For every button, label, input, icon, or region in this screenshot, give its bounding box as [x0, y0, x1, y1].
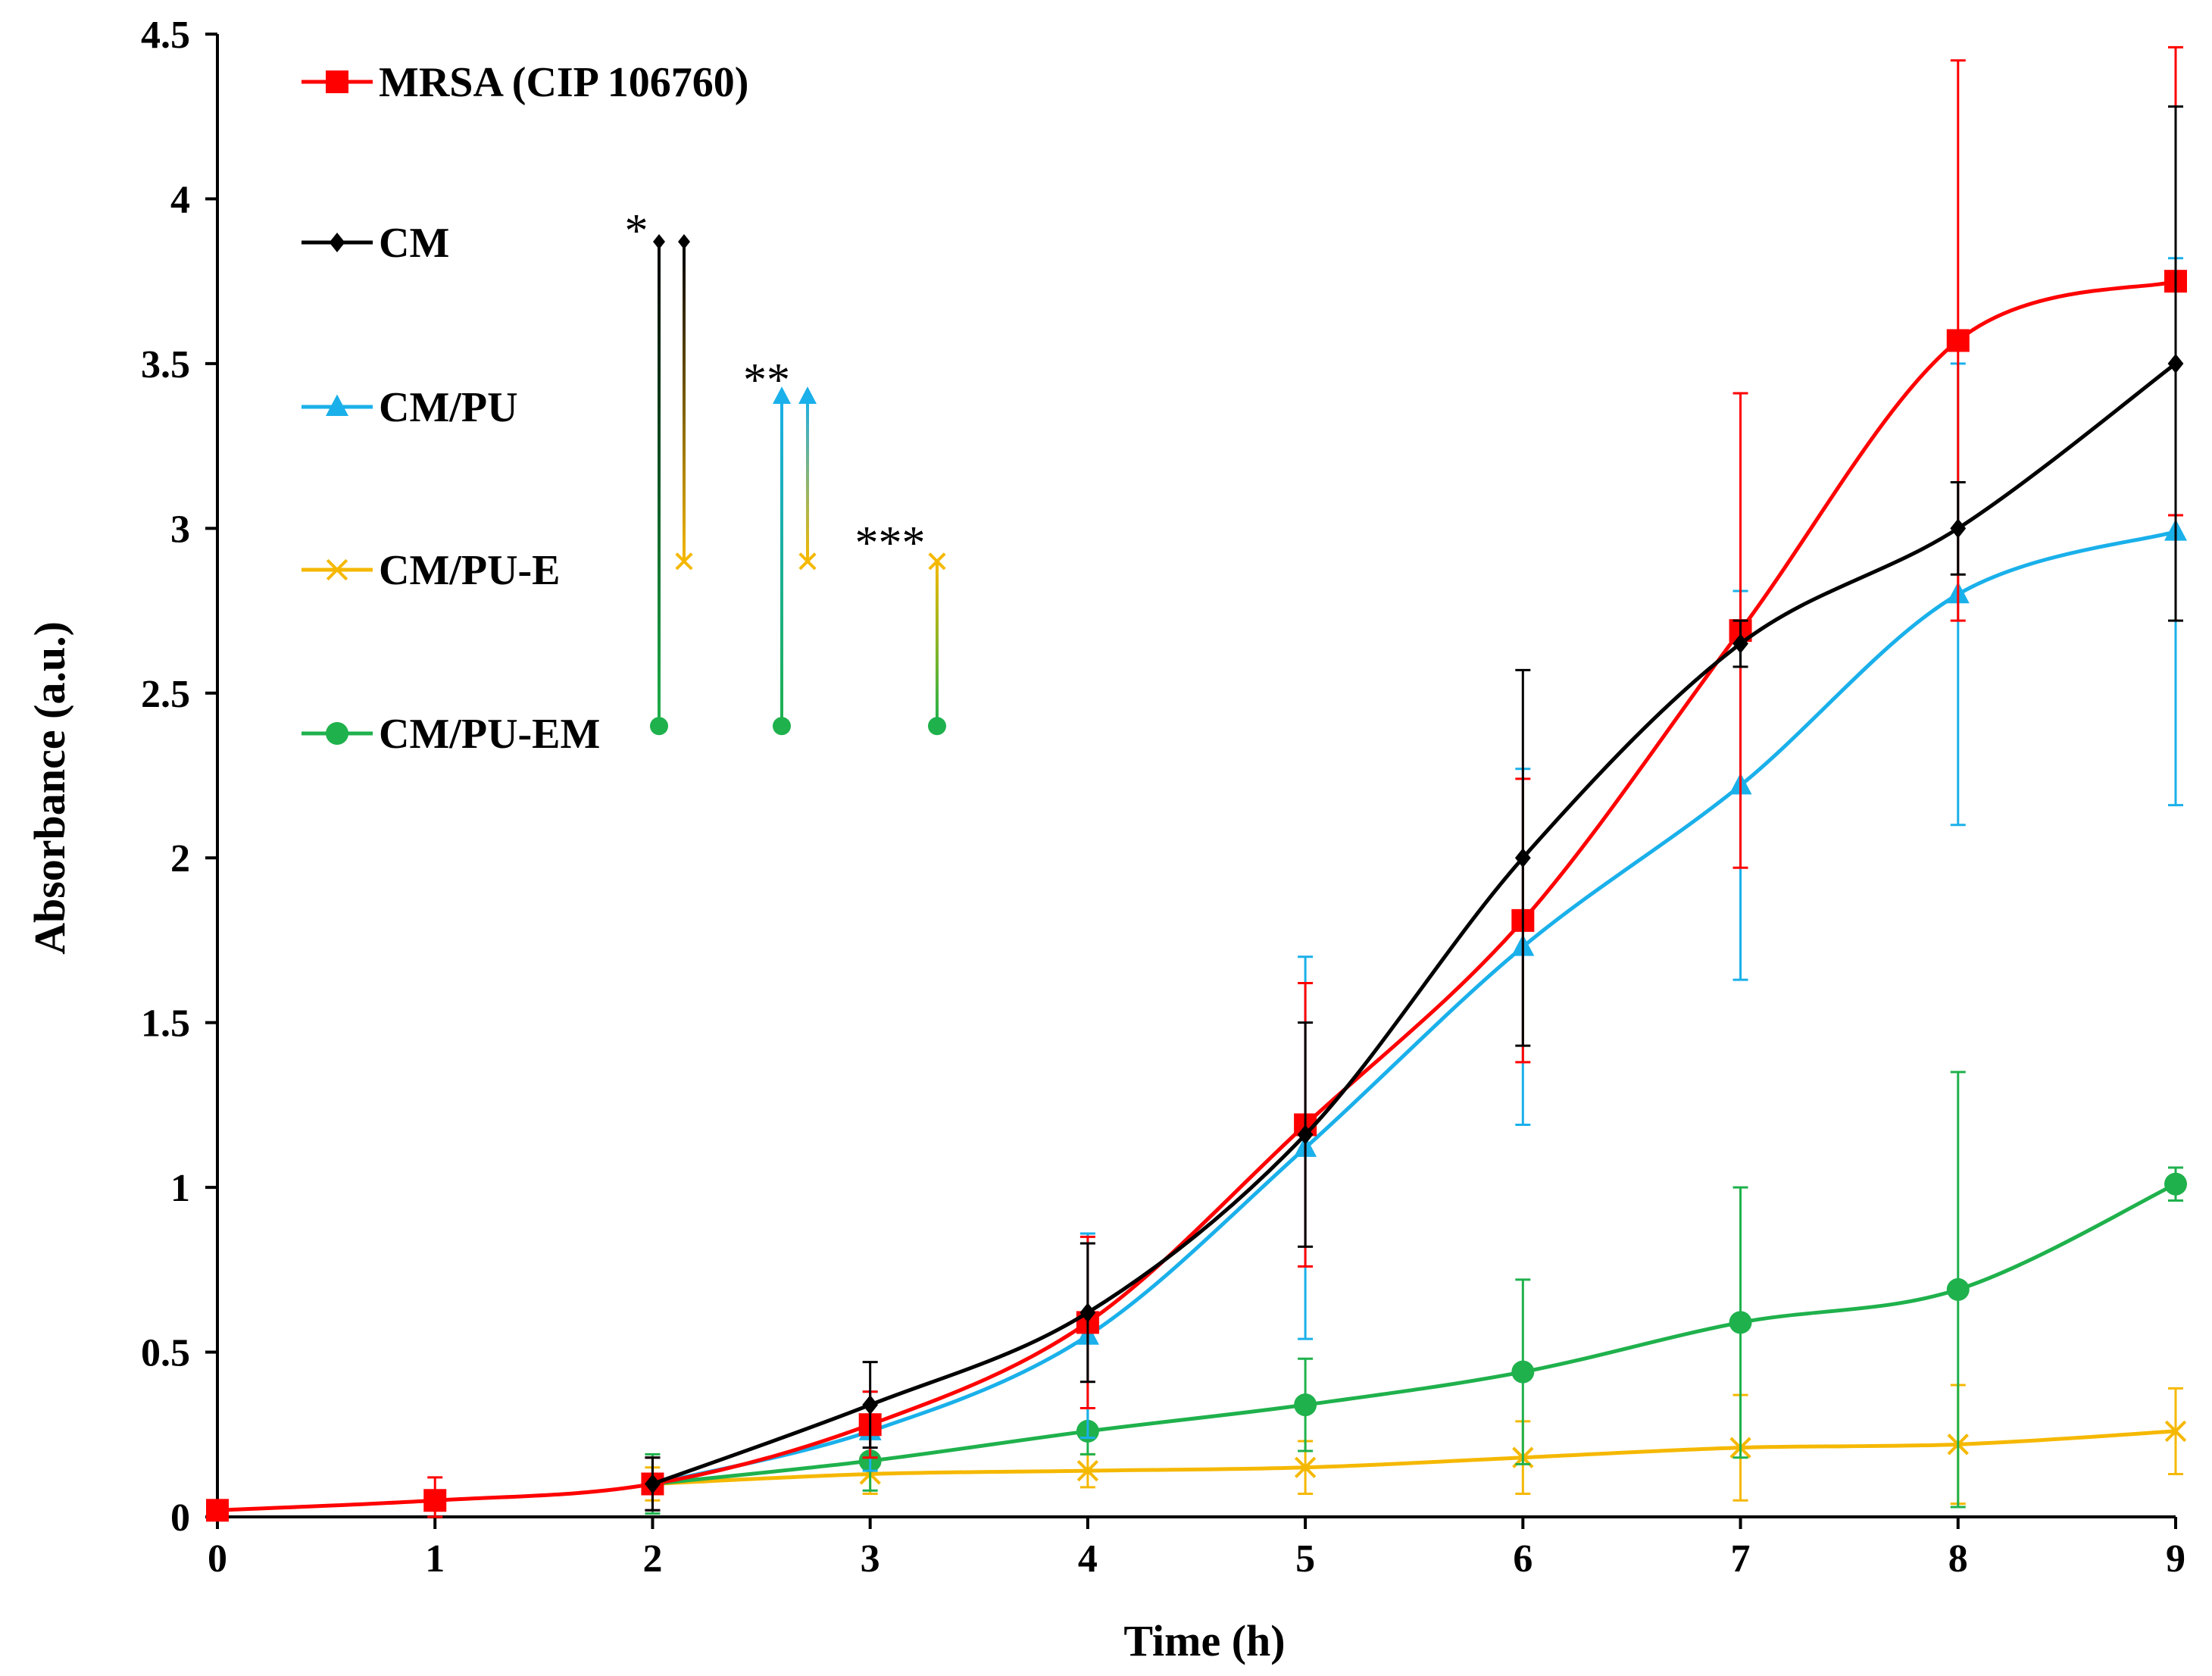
x-tick-label: 3: [861, 1537, 880, 1581]
legend-label: CM/PU-EM: [379, 711, 600, 758]
significance-marker-top: [653, 233, 665, 249]
x-tick-label: 5: [1295, 1537, 1315, 1581]
significance-annotations: ******: [625, 205, 946, 736]
y-tick-label: 2: [170, 837, 190, 880]
x-tick-label: 9: [2166, 1537, 2185, 1581]
significance-marker-top: [928, 552, 946, 571]
series-line: [652, 1182, 2177, 1486]
data-point: [1946, 329, 1970, 352]
legend-entry-cm-pu-e: CM/PU-E: [301, 547, 561, 594]
significance-marker-top: [798, 386, 817, 404]
significance-group: **: [743, 355, 817, 736]
x-tick-label: 4: [1078, 1537, 1098, 1581]
data-point: [1297, 1124, 1314, 1145]
data-point: [2164, 1420, 2187, 1443]
significance-marker-top: [678, 233, 690, 249]
legend-swatch-marker: [326, 394, 348, 416]
x-tick-label: 0: [208, 1537, 227, 1581]
significance-label: *: [625, 205, 648, 257]
significance-line: [780, 396, 783, 727]
y-axis-title: Absorbance (a.u.): [25, 621, 74, 955]
data-point: [1729, 1311, 1752, 1334]
data-point: [2164, 1172, 2187, 1196]
series-line: [651, 530, 2176, 1486]
significance-marker-top: [773, 386, 791, 404]
y-tick-label: 0.5: [141, 1332, 190, 1375]
legend-label: CM: [379, 220, 449, 267]
data-point: [1950, 518, 1967, 539]
data-point: [1079, 1302, 1096, 1323]
significance-marker-bottom: [675, 552, 693, 571]
series-line: [651, 361, 2177, 1486]
significance-line: [683, 241, 686, 561]
y-tick-label: 1: [170, 1167, 190, 1210]
y-tick-label: 3.5: [141, 343, 190, 386]
significance-marker-bottom: [928, 717, 946, 736]
x-tick-label: 7: [1731, 1537, 1751, 1581]
legend-entry-cm-pu: CM/PU: [301, 384, 518, 431]
legend-entry-cm: CM: [301, 220, 449, 267]
legend-swatch-marker: [329, 233, 345, 252]
series-cm: [645, 105, 2184, 1512]
data-point: [1294, 1456, 1317, 1478]
significance-line: [806, 396, 809, 561]
data-point: [1076, 1459, 1099, 1482]
significance-marker-bottom: [773, 717, 791, 736]
y-tick-label: 0: [170, 1496, 190, 1540]
y-tick-label: 4.5: [141, 14, 190, 57]
y-tick-label: 2.5: [141, 673, 190, 716]
series-line: [217, 279, 2176, 1512]
legend-swatch-marker: [326, 70, 348, 93]
legend-label: MRSA (CIP 106760): [379, 59, 748, 106]
data-point: [1732, 633, 1748, 654]
data-point: [206, 1499, 229, 1522]
data-point: [645, 1474, 661, 1494]
y-tick-label: 1.5: [141, 1002, 190, 1046]
x-axis-title: Time (h): [1123, 1616, 1285, 1665]
series-cm-pu: [641, 257, 2187, 1512]
significance-line: [936, 561, 939, 727]
legend-swatch-marker: [326, 722, 348, 745]
series-cm-pu-em: [641, 1071, 2187, 1515]
legend-entry-cm-pu-em: CM/PU-EM: [301, 711, 600, 758]
significance-label: ***: [855, 517, 926, 569]
data-point: [2167, 353, 2184, 374]
x-ticks: 0 1 2 3 4 5 6 7 8 9: [208, 1517, 2185, 1581]
data-point: [862, 1395, 879, 1415]
x-tick-label: 2: [642, 1537, 662, 1581]
x-tick-label: 6: [1513, 1537, 1532, 1581]
significance-group: ***: [855, 517, 946, 736]
y-tick-label: 3: [170, 508, 190, 551]
data-point: [1946, 1277, 1970, 1301]
series-mrsa-cip-106760: [206, 45, 2187, 1522]
y-ticks: 0 0.5 1 1.5 2 2.5 3 3.5 4 4.5: [141, 14, 217, 1540]
x-tick-label: 8: [1948, 1537, 1968, 1581]
legend-label: CM/PU-E: [379, 547, 561, 594]
significance-line: [658, 241, 661, 727]
significance-group: *: [625, 205, 693, 736]
data-point: [1514, 848, 1531, 868]
y-tick-label: 4: [170, 178, 190, 221]
legend-swatch-marker: [326, 558, 348, 581]
data-point: [1511, 1360, 1535, 1384]
legend: MRSA (CIP 106760) CM CM/PU CM/PU-E CM/PU-EM: [301, 59, 748, 758]
series-layer: [206, 45, 2187, 1522]
axes: [216, 34, 2176, 1518]
x-tick-label: 1: [425, 1537, 445, 1581]
data-point: [423, 1489, 447, 1512]
series-line: [652, 1429, 2176, 1487]
data-point: [1294, 1393, 1317, 1417]
legend-label: CM/PU: [379, 384, 518, 431]
significance-marker-bottom: [798, 552, 817, 571]
significance-marker-bottom: [650, 717, 668, 736]
legend-entry-mrsa-cip-106760: MRSA (CIP 106760): [301, 59, 748, 106]
